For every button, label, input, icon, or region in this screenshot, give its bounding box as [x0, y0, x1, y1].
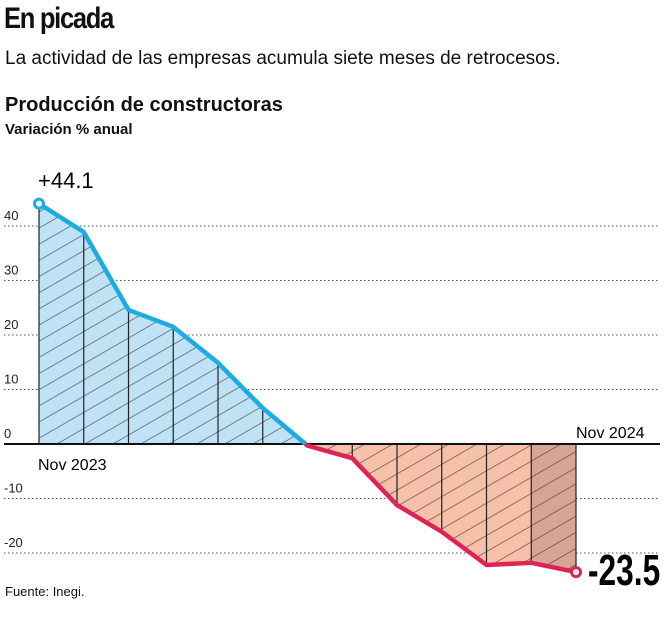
y-tick-label: -20: [4, 535, 23, 550]
y-tick-label: 40: [4, 208, 18, 223]
negative-line: [304, 442, 577, 575]
chart-unit: Variación % anual: [5, 121, 133, 138]
data-point-last: [570, 566, 582, 579]
y-tick-label: -10: [4, 481, 23, 496]
source-note: Fuente: Inegi.: [5, 584, 85, 599]
subheadline: La actividad de las empresas acumula sie…: [5, 48, 561, 69]
y-tick-label: 20: [4, 317, 18, 332]
positive-line: [37, 201, 308, 446]
y-tick-label: 30: [4, 263, 18, 278]
y-tick-label: 10: [4, 372, 18, 387]
last-value-label: -23.5: [588, 546, 660, 595]
data-point-first: [33, 197, 45, 210]
chart-title: Producción de constructoras: [5, 94, 283, 116]
x-tick-label: Nov 2024: [576, 425, 645, 442]
positive-hatch: [39, 203, 306, 444]
y-tick-label: 0: [4, 426, 11, 441]
x-tick-label: Nov 2023: [38, 457, 107, 474]
headline: En picada: [4, 2, 114, 35]
first-value-label: +44.1: [38, 168, 94, 193]
negative-hatch: [305, 444, 576, 573]
